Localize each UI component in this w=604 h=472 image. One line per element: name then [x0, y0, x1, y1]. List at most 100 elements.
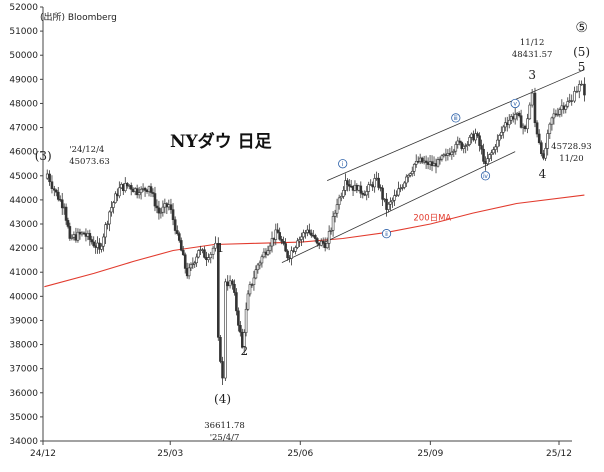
candle-body [90, 239, 94, 243]
candle-body [502, 126, 505, 133]
candle-body [540, 142, 543, 154]
candle-body [209, 254, 213, 259]
candle-body [179, 240, 183, 251]
y-tick-label: 44000 [9, 196, 38, 206]
candle-body [564, 105, 568, 110]
candle-body [112, 202, 115, 208]
candle-body [344, 180, 347, 191]
candle-body [143, 187, 147, 191]
sub-wave-label: ⅳ [480, 171, 491, 181]
candle-body [151, 192, 155, 194]
candle-body [125, 183, 129, 187]
annotation-label: 11/20 [559, 154, 584, 164]
candle-body [544, 148, 547, 159]
candle-body [219, 337, 222, 362]
candle-body [335, 204, 339, 214]
candle-body [552, 113, 556, 119]
candle-body [496, 139, 499, 148]
candle-body [365, 191, 369, 196]
candle-body [88, 233, 92, 240]
candle-body [333, 212, 337, 217]
candle-body [367, 184, 371, 192]
candle-body [373, 178, 376, 188]
candle-body [573, 91, 576, 102]
candle-body [92, 241, 96, 247]
sub-wave-text: ⅴ [513, 101, 517, 108]
candle-body [237, 310, 240, 326]
candle-body [414, 161, 418, 165]
candle-body [187, 267, 191, 277]
candle-body [339, 196, 343, 199]
y-tick-label: 52000 [9, 3, 38, 13]
candle-body [315, 238, 319, 244]
candle-body [216, 242, 220, 338]
candle-body [488, 154, 491, 160]
candle-body [270, 238, 274, 247]
candle-body [313, 235, 317, 239]
candle-body [48, 173, 51, 183]
candle-body [284, 243, 287, 252]
candle-body [56, 191, 60, 200]
candle-body [157, 207, 161, 214]
candle-body [420, 157, 424, 163]
candle-body [331, 216, 335, 231]
candle-body [211, 247, 215, 255]
candle-body [252, 277, 256, 285]
y-tick-label: 48000 [9, 99, 38, 109]
candle-body [191, 263, 195, 266]
candle-body [438, 158, 442, 161]
candle-body [346, 180, 349, 185]
candle-body [228, 280, 232, 287]
candle-body [235, 292, 238, 312]
annotation-label: 45073.63 [69, 157, 110, 167]
candle-body [207, 257, 210, 261]
candle-body [276, 229, 279, 233]
candle-body [294, 247, 297, 252]
candle-body [254, 269, 258, 279]
candle-body [167, 204, 171, 208]
x-tick-label: 25/06 [287, 449, 313, 459]
candle-body [102, 236, 105, 247]
candle-body [533, 92, 537, 124]
candle-body [530, 92, 534, 106]
candle-body [214, 242, 217, 249]
wave-label: ⑤ [575, 20, 588, 36]
candle-body [325, 242, 329, 249]
annotation-label: 45728.93 [551, 142, 592, 152]
candle-body [401, 187, 404, 189]
candle-body [548, 123, 552, 134]
y-tick-label: 38000 [9, 341, 38, 351]
candle-body [321, 240, 325, 244]
y-tick-label: 40000 [9, 292, 38, 302]
y-tick-label: 45000 [9, 172, 38, 182]
candle-body [298, 239, 301, 242]
candle-body [239, 325, 242, 333]
candle-body [104, 224, 107, 238]
candle-body [110, 207, 113, 213]
candle-body [224, 281, 227, 379]
candle-body [203, 249, 206, 258]
candles [45, 77, 586, 386]
candle-body [137, 192, 141, 196]
candle-body [78, 231, 82, 235]
candle-body [566, 101, 570, 107]
labels: '24/12/4 45073.63 11/12 48431.57 45728.93 11/… [35, 20, 592, 443]
annotation-label: '24/12/4 [69, 145, 104, 155]
candle-body [570, 100, 574, 102]
candle-body [486, 158, 489, 165]
candle-body [258, 262, 262, 266]
ma-line [44, 194, 585, 288]
annotation-label: 11/12 [520, 38, 545, 48]
candle-body [550, 117, 554, 125]
candle-body [424, 160, 428, 163]
candle-body [197, 250, 200, 258]
candle-body [114, 193, 117, 203]
candle-body [129, 185, 133, 190]
candle-body [50, 181, 54, 189]
candle-body [149, 186, 153, 193]
candle-body [176, 230, 179, 234]
candle-body [464, 145, 467, 147]
candle-body [492, 149, 495, 154]
sub-wave-circle [381, 229, 392, 239]
candle-body [80, 232, 84, 235]
